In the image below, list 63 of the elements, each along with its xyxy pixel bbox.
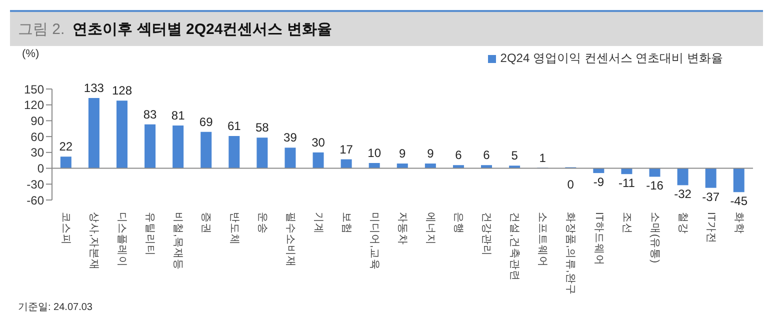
data-label: 83	[143, 107, 158, 122]
data-label: 22	[59, 140, 73, 154]
data-label: 133	[84, 80, 104, 95]
x-tick-label: 자동차	[396, 212, 408, 245]
data-label: 69	[199, 114, 214, 129]
x-tick-label: 코스피	[60, 212, 72, 245]
x-tick-label: 소프트웨어	[536, 212, 549, 267]
x-tick-label: 화장품,의류,완구	[564, 212, 577, 295]
chart-subtitle: 연초이후 섹터별 2Q24컨센서스 변화율	[72, 20, 332, 38]
x-tick-label: 소매(유통)	[648, 212, 661, 263]
y-tick-label: 60	[30, 130, 44, 144]
x-tick-label: 상사,자본재	[88, 212, 100, 270]
data-label: 10	[368, 146, 382, 160]
x-tick-label: IT가전	[704, 212, 717, 244]
y-tick-label: 0	[37, 162, 44, 176]
x-tick-label: 조선	[620, 212, 633, 234]
x-tick-label: 건강관리	[480, 212, 493, 256]
data-label: 128	[112, 84, 132, 98]
x-tick-label: 반도체	[228, 212, 240, 245]
data-label: 39	[284, 130, 298, 145]
y-tick-label: 90	[30, 114, 44, 128]
data-label: 9	[427, 146, 434, 161]
data-label: 58	[256, 120, 270, 135]
data-label: 61	[227, 119, 242, 134]
data-label: -32	[674, 187, 692, 202]
x-tick-label: 에너지	[424, 212, 437, 245]
x-tick-label: 유틸리티	[144, 212, 156, 256]
data-label: 0	[567, 177, 574, 192]
text: 기준일: 24.07.03	[18, 301, 92, 314]
x-tick-label: 화학	[732, 212, 745, 234]
data-label: -37	[702, 190, 720, 204]
x-tick-label: IT하드웨어	[592, 212, 605, 266]
x-tick-label: 운송	[256, 212, 268, 234]
x-tick-label: 은행	[452, 212, 465, 234]
chart-title: 그림 2.	[18, 20, 65, 38]
x-tick-label: 미디어,교육	[368, 212, 380, 270]
x-tick-label: 기계	[312, 212, 324, 234]
x-tick-label: 증권	[200, 212, 212, 234]
data-label: -45	[730, 194, 748, 208]
y-axis-title: (%)	[22, 48, 40, 60]
y-tick-label: 150	[24, 82, 44, 96]
x-tick-label: 필수소비재	[284, 212, 296, 267]
data-label: 9	[399, 146, 406, 161]
x-tick-label: 비철,목재등	[172, 212, 184, 270]
y-tick-label: 120	[24, 98, 44, 112]
x-tick-label: 건설,건축관련	[508, 212, 521, 281]
x-tick-label: 철강	[676, 212, 689, 234]
y-tick-label: 30	[30, 146, 44, 160]
x-tick-label: 디스플레이	[116, 212, 128, 267]
data-label: 81	[171, 108, 186, 122]
y-tick-label: -30	[26, 177, 44, 192]
legend-label: 2Q24 영업이익 컨센서스 연초대비 변화율	[500, 51, 723, 65]
data-label: 1	[539, 150, 546, 165]
data-label: 30	[312, 135, 326, 150]
x-tick-label: 보험	[340, 212, 352, 234]
data-label: 17	[340, 142, 354, 156]
data-label: -9	[593, 175, 604, 190]
data-label: -16	[646, 178, 664, 193]
data-label: -11	[618, 176, 636, 190]
data-label: 6	[455, 148, 462, 162]
data-label: 5	[511, 148, 518, 163]
data-label: 6	[483, 148, 490, 162]
y-tick-label: -60	[26, 193, 44, 208]
